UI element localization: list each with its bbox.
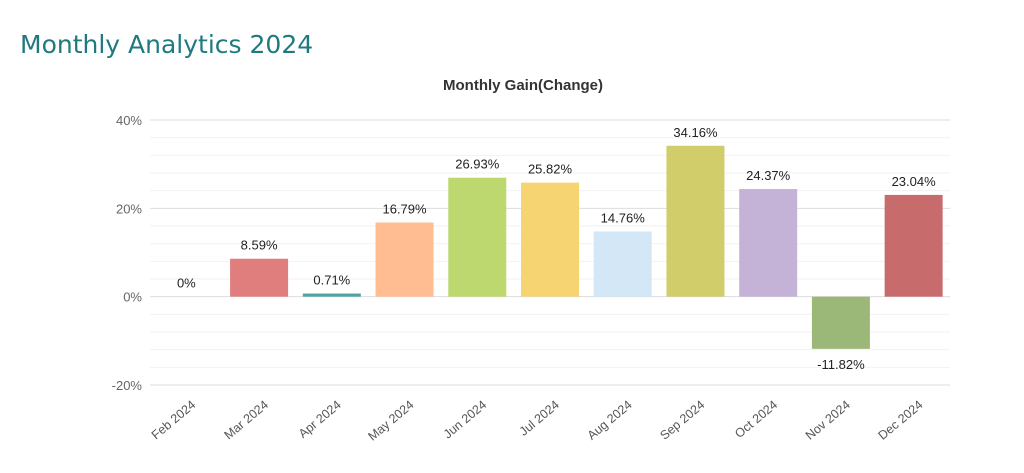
x-axis: Feb 2024 Mar 2024 Apr 2024 May 2024 Jun 2024… xyxy=(149,398,926,444)
x-tick-label: Sep 2024 xyxy=(657,398,707,443)
data-label: 24.37% xyxy=(746,168,791,183)
bar-oct-2024 xyxy=(739,189,798,297)
x-tick-label: Oct 2024 xyxy=(732,398,780,441)
data-label: 25.82% xyxy=(528,162,573,177)
data-label: 0.71% xyxy=(313,273,350,288)
bar-aug-2024 xyxy=(593,231,652,297)
data-label: 23.04% xyxy=(892,174,937,189)
bar-apr-2024 xyxy=(302,293,361,297)
data-label: 14.76% xyxy=(601,210,646,225)
data-label: 16.79% xyxy=(382,202,427,217)
y-tick-label: 20% xyxy=(116,201,142,216)
y-tick-label: -20% xyxy=(112,378,143,393)
data-label: 0% xyxy=(177,276,196,291)
data-labels: 0% 8.59% 0.71% 16.79% 26.93% 25.82% 14.76% 34.1… xyxy=(177,125,936,372)
x-tick-label: Jul 2024 xyxy=(517,398,562,439)
data-label: 8.59% xyxy=(241,238,278,253)
data-label: 26.93% xyxy=(455,157,500,172)
y-tick-label: 0% xyxy=(123,290,142,305)
bar-jul-2024 xyxy=(521,182,579,297)
x-tick-label: Jun 2024 xyxy=(441,398,489,442)
bars xyxy=(230,145,943,349)
bar-may-2024 xyxy=(375,222,434,297)
y-axis: -20% 0% 20% 40% xyxy=(112,113,143,393)
x-tick-label: Mar 2024 xyxy=(222,398,271,443)
x-tick-label: Dec 2024 xyxy=(876,398,926,443)
data-label: -11.82% xyxy=(817,357,865,372)
bar-jun-2024 xyxy=(448,177,507,297)
bar-sep-2024 xyxy=(666,145,725,297)
x-tick-label: Feb 2024 xyxy=(149,398,198,443)
chart-title: Monthly Gain(Change) xyxy=(443,77,603,94)
bar-nov-2024 xyxy=(811,296,870,349)
data-label: 34.16% xyxy=(673,125,718,140)
x-tick-label: Nov 2024 xyxy=(803,398,853,443)
x-tick-label: Aug 2024 xyxy=(585,398,635,443)
bar-dec-2024 xyxy=(884,194,943,297)
bar-mar-2024 xyxy=(230,258,289,297)
page-title: Monthly Analytics 2024 xyxy=(20,30,314,59)
x-tick-label: May 2024 xyxy=(365,398,416,444)
x-tick-label: Apr 2024 xyxy=(296,398,344,441)
y-tick-label: 40% xyxy=(116,113,142,128)
